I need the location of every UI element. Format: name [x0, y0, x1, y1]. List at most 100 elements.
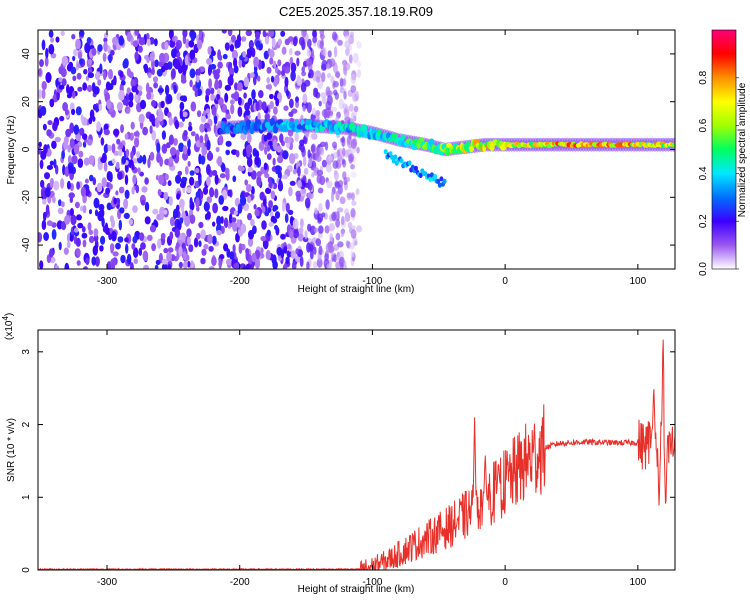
spectrogram-noise-cell	[246, 157, 253, 168]
spectrogram-noise-cell	[233, 262, 240, 269]
spectrogram-noise-cell	[290, 70, 296, 82]
spectrogram-noise-cell	[255, 101, 260, 112]
spectrogram-noise-cell	[175, 174, 182, 184]
spectrogram-noise-cell	[356, 69, 362, 78]
spectrogram-noise-cell	[219, 254, 225, 260]
spectrogram-noise-cell	[226, 248, 231, 258]
spectrogram-noise-cell	[130, 150, 134, 160]
spectrogram-noise-cell	[281, 46, 287, 55]
spectrogram-noise-cell	[184, 215, 191, 227]
spectrogram-noise-cell	[284, 213, 289, 224]
spectrogram-noise-cell	[70, 66, 77, 75]
spectrogram-noise-cell	[132, 235, 138, 244]
spectrogram-noise-cell	[321, 109, 328, 118]
spectrogram-noise-cell	[80, 114, 84, 123]
spectrogram-noise-cell	[231, 34, 236, 43]
spectrogram-noise-cell	[219, 173, 226, 179]
spectrogram-noise-cell	[200, 115, 207, 123]
spectrogram-noise-cell	[231, 93, 237, 99]
spectrogram-noise-cell	[266, 144, 271, 152]
spectrogram-noise-cell	[154, 38, 158, 47]
spectrogram-noise-cell	[325, 100, 332, 111]
spectrogram-noise-cell	[142, 126, 149, 136]
spectrogram-noise-cell	[302, 105, 306, 112]
spectrogram-noise-cell	[182, 30, 188, 38]
spectrogram-ridge-cell	[400, 134, 406, 141]
spectrogram-noise-cell	[46, 129, 52, 137]
spectrogram-noise-cell	[165, 142, 171, 149]
spectrogram-noise-cell	[138, 113, 145, 124]
spectrogram-noise-cell	[58, 241, 62, 251]
spectrogram-noise-cell	[343, 91, 347, 100]
spectrogram-noise-cell	[174, 119, 180, 130]
spectrogram-noise-cell	[178, 246, 183, 257]
spectrogram-noise-cell	[41, 80, 47, 91]
spectrogram-noise-cell	[62, 102, 68, 112]
spectrogram-noise-cell	[182, 145, 188, 155]
spectrogram-noise-cell	[237, 106, 243, 117]
spectrogram-noise-cell	[321, 159, 327, 168]
spectrogram-noise-cell	[57, 207, 64, 215]
spectrogram-noise-cell	[225, 114, 231, 120]
spectrogram-noise-cell	[92, 245, 99, 256]
spectrogram-noise-cell	[87, 58, 92, 66]
spectrogram-noise-cell	[140, 242, 146, 250]
spectrogram-noise-cell	[85, 257, 90, 265]
spectrogram-noise-cell	[337, 154, 343, 162]
spectrogram-noise-cell	[321, 59, 328, 71]
spectrogram-noise-cell	[262, 30, 267, 38]
spectrogram-noise-cell	[146, 38, 151, 47]
spectrogram-noise-cell	[171, 48, 177, 59]
spectrogram-noise-cell	[190, 131, 196, 137]
spectrogram-noise-cell	[280, 233, 286, 240]
spectrogram-noise-cell	[313, 87, 318, 94]
snr-scale-close: )	[4, 313, 15, 316]
spectrogram-noise-cell	[195, 197, 200, 208]
spectrogram-noise-cell	[88, 235, 95, 244]
spectrogram-noise-cell	[157, 87, 164, 94]
spectrogram-noise-cell	[243, 92, 247, 99]
figure-title: C2E5.2025.357.18.19.R09	[279, 4, 433, 19]
spectrogram-noise-cell	[185, 38, 190, 49]
spectrogram-noise-cell	[147, 72, 152, 79]
spectrogram-noise-cell	[168, 196, 173, 206]
spectrogram-noise-cell	[344, 35, 351, 40]
spectrogram-noise-cell	[136, 151, 141, 159]
spectrogram-noise-cell	[261, 206, 266, 214]
spectrogram-noise-cell	[118, 219, 123, 231]
spectrogram-noise-cell	[130, 79, 136, 88]
spectrogram-noise-cell	[324, 225, 330, 234]
spectrogram-noise-cell	[116, 138, 121, 145]
spectrogram-noise-cell	[126, 31, 132, 42]
spectrogram-noise-cell	[108, 53, 112, 64]
spectrogram-noise-cell	[295, 248, 299, 255]
spectrogram-noise-cell	[133, 258, 139, 265]
spectrogram-noise-cell	[207, 66, 212, 76]
spectrogram-noise-cell	[264, 211, 270, 217]
spectrogram-noise-cell	[168, 161, 174, 168]
spectrogram-noise-cell	[69, 183, 74, 191]
spectrogram-noise-cell	[163, 247, 169, 254]
spectrogram-noise-cell	[351, 200, 357, 206]
spectrogram-branch-cell	[437, 182, 442, 188]
spectrogram-noise-cell	[328, 155, 333, 162]
spectrogram-noise-cell	[344, 149, 350, 158]
spectrogram-noise-cell	[286, 142, 291, 149]
spectrogram-noise-cell	[187, 138, 191, 149]
spectrogram-noise-cell	[306, 38, 312, 48]
spectrogram-noise-cell	[206, 151, 214, 161]
spectrogram-branch-cell	[399, 158, 404, 164]
spectrogram-ytick-label: -40	[21, 237, 32, 252]
spectrogram-noise-cell	[285, 256, 290, 265]
spectrogram-noise-cell	[175, 149, 180, 157]
spectrogram-noise-cell	[246, 184, 252, 193]
spectrogram-noise-cell	[335, 232, 341, 241]
spectrogram-noise-cell	[288, 186, 293, 197]
spectrogram-noise-cell	[153, 219, 158, 227]
spectrogram-noise-cell	[205, 88, 211, 96]
spectrogram-noise-cell	[206, 164, 211, 175]
spectrogram-noise-cell	[189, 214, 196, 224]
spectrogram-noise-cell	[200, 229, 206, 240]
spectrogram-xtick-label: -200	[230, 276, 250, 287]
